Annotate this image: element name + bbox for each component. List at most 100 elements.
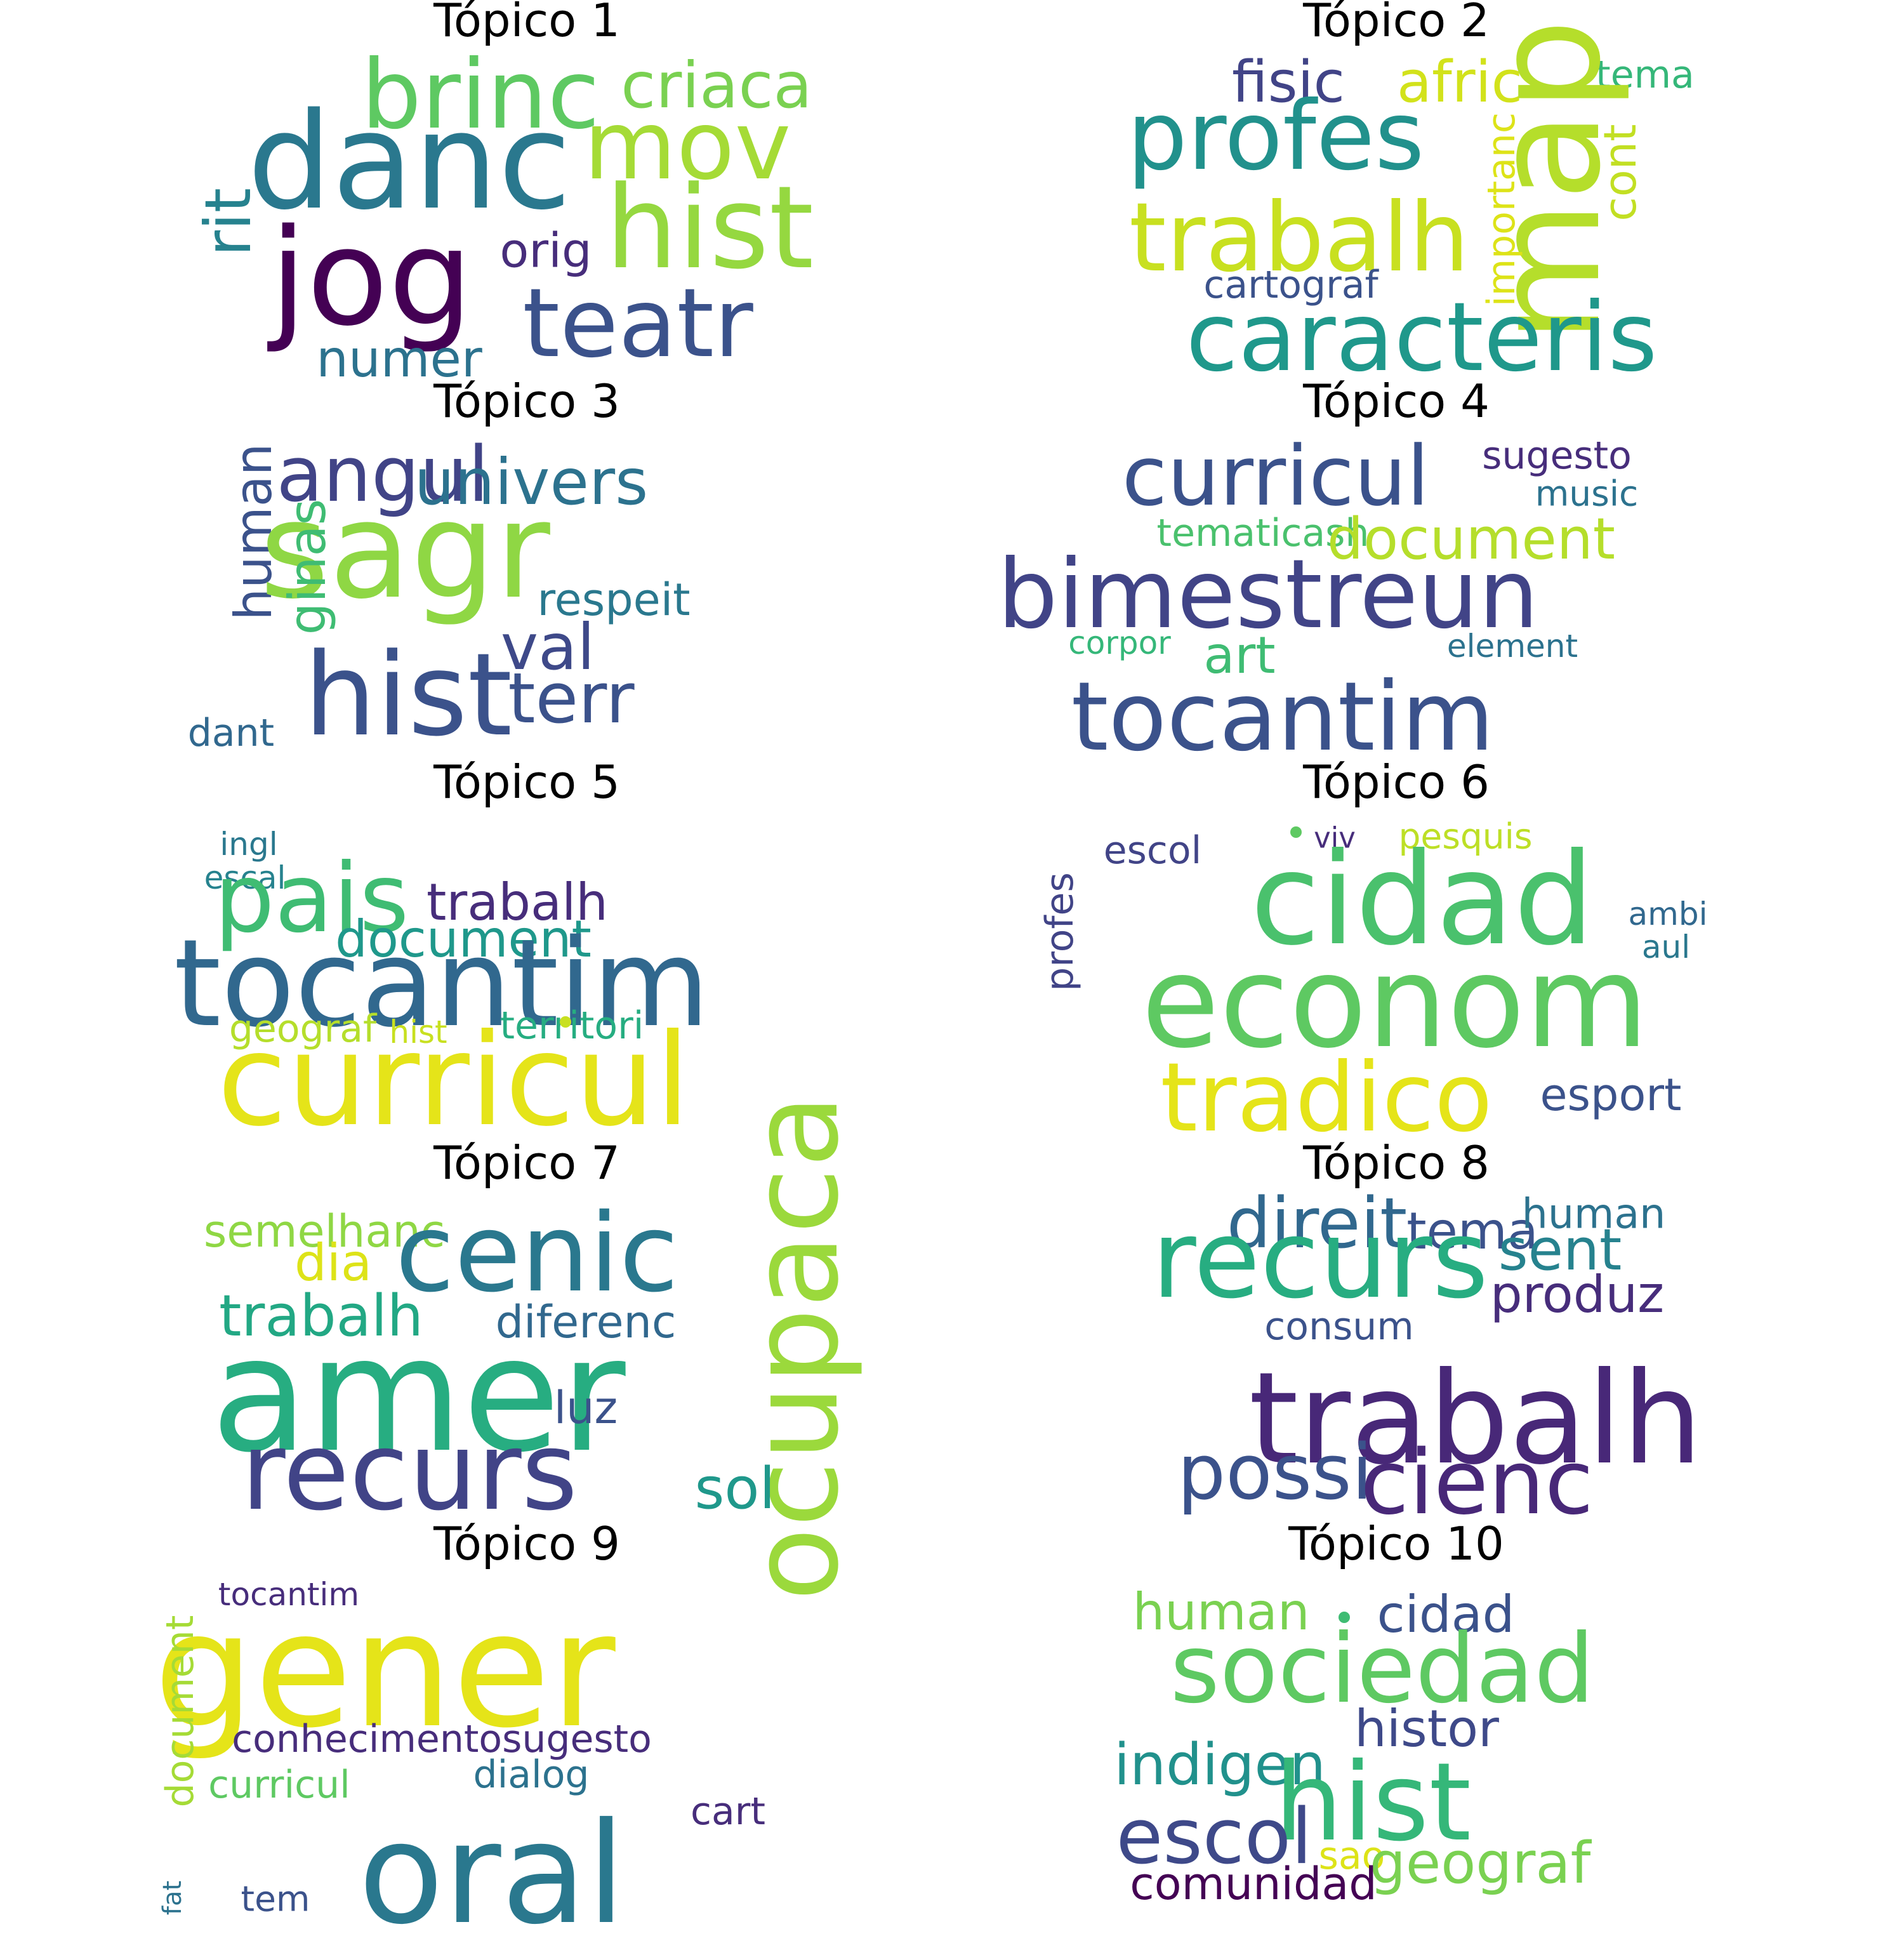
wordcloud-word: document [335,910,592,969]
wordcloud-word: sol [694,1455,776,1522]
topic-title: Tópico 1 [433,0,620,47]
topic-title: Tópico 6 [1303,755,1490,809]
wordcloud: brinc criaca danc mov rit hist jog orig teatr num… [38,0,1015,385]
topic-title: Tópico 7 [433,1136,620,1190]
topic-wordcloud-panel: ingl escal pais trabalh document tocantim geog… [38,755,1015,1144]
topic-wordcloud-panel: fisic afric tema profes map importanc cont trab… [908,0,1885,386]
wordcloud-word: hist [1274,1740,1472,1866]
wordcloud-word: cenic [395,1191,679,1316]
wordcloud-word: sagr [260,473,550,628]
wordcloud-word: consum [1264,1304,1414,1349]
wordcloud-word: recurs [241,1409,578,1535]
wordcloud-dot [1290,826,1302,838]
wordcloud-word: tema [1596,53,1695,97]
wordcloud-word: diferenc [495,1296,677,1348]
wordcloud-word: ingl [220,826,278,863]
wordcloud-word: respeit [537,574,691,626]
wordcloud-word: curricul [1121,428,1430,524]
wordcloud-word: jog [269,200,473,355]
wordcloud-word: numer [316,329,482,388]
wordcloud-word: sent [1498,1217,1622,1283]
wordcloud: human cidad sociedad histor indigen hist escol… [908,1523,1885,1910]
wordcloud-word: terr [508,658,635,739]
wordcloud-word: hist [303,629,513,762]
wordcloud-word: dialog [473,1753,590,1797]
topic-wordcloud-panel: human angul univers sagr ginas respeit val hist… [38,374,1015,762]
wordcloud-word: univers [414,445,649,519]
wordcloud-word: orig [499,222,592,279]
wordcloud-word: dant [187,711,275,755]
topic-wordcloud-panel: escol viv pesquis profes cidad ambi aul econom t… [908,755,1885,1153]
wordcloud-word: tematicash [1156,511,1370,555]
wordcloud-word: cartograf [1203,263,1378,307]
topic-title: Tópico 3 [433,374,620,428]
wordcloud: escol viv pesquis profes cidad ambi aul econom t… [908,762,1885,1153]
wordcloud-word: human [1521,1190,1666,1238]
wordcloud-word: tocantim [173,913,710,1054]
wordcloud-word: tradico [1160,1043,1493,1153]
wordcloud-word: cienc [1360,1431,1594,1535]
wordcloud-word: criaca [621,48,812,123]
wordcloud-word: dia [294,1233,373,1292]
wordcloud-word: cidad [1377,1585,1515,1644]
wordcloud-word: cart [691,1789,765,1834]
wordcloud-word: hist [605,162,814,295]
wordcloud: direit tema human recurs sent produz consum tra… [908,1143,1885,1528]
topic-title: Tópico 8 [1303,1136,1490,1190]
wordcloud-dot [1339,1612,1350,1623]
wordcloud-word: trabalh [1248,1345,1703,1493]
wordcloud-word: comunidad [1130,1858,1377,1910]
topic-title: Tópico 5 [433,755,620,809]
wordcloud-word: element [1446,628,1578,665]
wordcloud-word: bimestreun [997,540,1539,650]
wordcloud-word: tocantim [1071,662,1495,772]
wordcloud-word: sao [1318,1834,1385,1878]
wordcloud-word: mov [583,91,791,201]
wordcloud: fisic afric tema profes map importanc cont trab… [908,0,1885,386]
wordcloud-word: danc [247,84,572,239]
topic-wordcloud-panel: brinc criaca danc mov rit hist jog orig teatr num… [38,0,1015,385]
wordcloud-word: aul [1641,929,1691,965]
wordcloud-word: sugesto [1482,434,1632,478]
wordcloud-word: afric [1396,49,1523,116]
wordcloud-word: trabalh [426,873,609,932]
topic-wordcloud-panel: tocantim gener document conhecimentosugesto… [38,1521,1015,1944]
topic-title: Tópico 2 [1303,0,1490,47]
wordcloud-word: sociedad [1170,1614,1595,1725]
wordcloud-word: caracteris [1186,282,1658,393]
wordcloud-word: human [1132,1582,1310,1641]
topic-wordcloud-panel: human cidad sociedad histor indigen hist escol… [908,1517,1885,1910]
wordcloud-word: possi [1177,1429,1373,1517]
wordcloud-word: geograf [228,1007,377,1051]
wordcloud-word: pais [214,844,409,954]
topic-wordcloud-panel: curricul sugesto music tematicash document bi… [908,374,1885,772]
wordcloud-word: escal [204,859,286,896]
topic-title: Tópico 10 [1288,1517,1504,1570]
wordcloud-word: val [500,610,595,684]
wordcloud-word: profes [1127,81,1425,192]
wordcloud-word: art [1203,626,1276,685]
wordcloud-word: oral [358,1793,626,1955]
wordcloud-dot [560,1016,571,1028]
wordcloud-word: cont [1594,124,1646,222]
wordcloud-word: fat [158,1880,187,1916]
wordcloud-word: trabalh [219,1283,423,1349]
wordcloud: curricul sugesto music tematicash document bi… [908,381,1885,772]
wordcloud-word: escol [1103,828,1202,873]
wordcloud-word: ambi [1628,896,1708,932]
wordcloud-word: ginas [278,498,337,635]
topic-wordcloud-panel: semelhanc cenic dia ocupaca trabalh diferenc a… [38,1094,1015,1601]
wordcloud-word: fisic [1231,49,1345,116]
topic-title: Tópico 4 [1303,374,1490,428]
wordcloud: human angul univers sagr ginas respeit val hist… [38,381,1015,762]
wordcloud-word: geograf [1369,1830,1591,1897]
wordcloud-word: angul [276,431,489,519]
wordcloud-word: cidad [1250,826,1594,974]
wordcloud-word: semelhanc [203,1205,446,1257]
wordcloud-word: brinc [360,40,600,150]
wordcloud-word: rit [191,187,265,257]
wordcloud-word: tema [1406,1202,1538,1261]
wordcloud-word: trabalh [1128,183,1470,293]
wordcloud-word: escol [1116,1793,1312,1881]
wordcloud-word: music [1535,473,1639,514]
